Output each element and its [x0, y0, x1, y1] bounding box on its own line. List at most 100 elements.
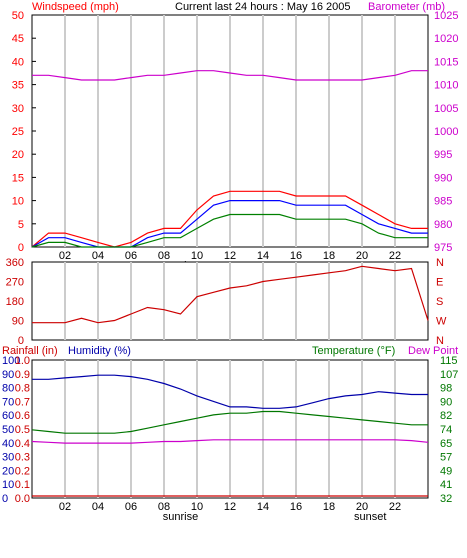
x-tick-label: 12: [224, 250, 236, 262]
windspeed-tick-label: 30: [12, 103, 24, 115]
x-tick-label: 22: [389, 250, 401, 262]
x-tick-label: 14: [257, 501, 269, 513]
wind-baro-series: [31, 70, 428, 248]
compass-tick-label: E: [436, 277, 443, 289]
rainfall-tick-label: 0.7: [15, 396, 30, 408]
temperature-tick-label: 41: [440, 479, 452, 491]
temperature-tick-label: 65: [440, 438, 452, 450]
barometer-tick-label: 1025: [434, 10, 458, 22]
humidity-tick-label: 40: [2, 438, 14, 450]
x-tick-label: 20: [356, 501, 368, 513]
windspeed-tick-label: 10: [12, 196, 24, 208]
x-tick-label: 06: [125, 250, 137, 262]
rainfall-tick-label: 0.1: [15, 479, 30, 491]
x-tick-label: 16: [290, 250, 302, 262]
windspeed-tick-label: 15: [12, 172, 24, 184]
wind-direction-grid: [64, 262, 396, 340]
rainfall-axis-title: Rainfall (in): [2, 345, 58, 357]
wind-direction-series: [32, 265, 429, 324]
x-tick-label: 06: [125, 501, 137, 513]
x-tick-label: 18: [323, 501, 335, 513]
temperature-line: [31, 410, 428, 434]
x-tick-label: 18: [323, 250, 335, 262]
temperature-tick-label: 107: [440, 369, 458, 381]
humidity-tick-label: 30: [2, 452, 14, 464]
average-line: [31, 213, 428, 248]
temperature-tick-label: 32: [440, 493, 452, 505]
humidity-line: [32, 374, 428, 409]
direction-tick-label: 360: [6, 257, 24, 269]
windspeed-tick-label: 50: [12, 10, 24, 22]
humidity-tick-label: 60: [2, 410, 14, 422]
barometer-line: [32, 70, 428, 81]
temperature-tick-label: 82: [440, 410, 452, 422]
rainfall-tick-label: 0.9: [15, 369, 30, 381]
windspeed-tick-label: 20: [12, 149, 24, 161]
barometer-axis-title: Barometer (mb): [368, 1, 445, 13]
compass-tick-label: S: [436, 296, 443, 308]
windspeed-line: [31, 190, 428, 248]
dewpoint-axis-title: Dew Point: [408, 345, 458, 357]
direction-tick-label: 180: [6, 296, 24, 308]
x-tick-label: 04: [92, 250, 104, 262]
x-tick-label: 02: [59, 501, 71, 513]
windspeed-tick-label: 25: [12, 126, 24, 138]
x-tick-label: 16: [290, 501, 302, 513]
windspeed-tick-label: 0: [18, 242, 24, 254]
wind-direction-line: [32, 265, 429, 324]
x-tick-label: 12: [224, 501, 236, 513]
windspeed-tick-label: 40: [12, 56, 24, 68]
barometer-tick-label: 995: [434, 149, 452, 161]
rainfall-tick-label: 0.2: [15, 465, 30, 477]
x-tick-label: 20: [356, 250, 368, 262]
barometer-tick-label: 1010: [434, 80, 458, 92]
humidity-tick-label: 50: [2, 424, 14, 436]
temperature-tick-label: 74: [440, 424, 452, 436]
sunset-label: sunset: [354, 511, 386, 523]
x-tick-label: 08: [158, 501, 170, 513]
humidity-tick-label: 90: [2, 369, 14, 381]
barometer-tick-label: 975: [434, 242, 452, 254]
compass-tick-label: N: [436, 257, 444, 269]
direction-tick-label: 270: [6, 277, 24, 289]
x-tick-label: 10: [191, 501, 203, 513]
temperature-tick-label: 57: [440, 452, 452, 464]
temperature-tick-label: 49: [440, 465, 452, 477]
rainfall-tick-label: 0.3: [15, 452, 30, 464]
x-tick-label: 10: [191, 250, 203, 262]
rainfall-tick-label: 1.0: [15, 355, 30, 367]
windspeed-tick-label: 35: [12, 80, 24, 92]
barometer-tick-label: 1020: [434, 33, 458, 45]
compass-tick-label: N: [436, 335, 444, 347]
sunrise-label: sunrise: [163, 511, 198, 523]
x-tick-label: 04: [92, 501, 104, 513]
humidity-tick-label: 10: [2, 479, 14, 491]
humidity-tick-label: 0: [2, 493, 8, 505]
humidity-tick-label: 20: [2, 465, 14, 477]
rainfall-tick-label: 0.5: [15, 424, 30, 436]
x-tick-label: 02: [59, 250, 71, 262]
direction-tick-label: 90: [12, 316, 24, 328]
windspeed-axis-title: Windspeed (mph): [32, 1, 119, 13]
barometer-tick-label: 1000: [434, 126, 458, 138]
temperature-axis-title: Temperature (°F): [312, 345, 395, 357]
barometer-tick-label: 985: [434, 196, 452, 208]
barometer-tick-label: 990: [434, 172, 452, 184]
temperature-tick-label: 115: [440, 355, 458, 367]
chart-title: Current last 24 hours : May 16 2005: [175, 1, 350, 13]
dew-point-line: [31, 439, 429, 444]
wind-baro-grid: [32, 14, 396, 248]
x-tick-label: 14: [257, 250, 269, 262]
humidity-tick-label: 80: [2, 383, 14, 395]
barometer-tick-label: 980: [434, 219, 452, 231]
direction-tick-label: 0: [18, 335, 24, 347]
temp-humidity-series: [31, 374, 429, 497]
x-tick-label: 22: [389, 501, 401, 513]
windspeed-tick-label: 45: [12, 33, 24, 45]
rainfall-tick-label: 0.6: [15, 410, 30, 422]
x-tick-label: 08: [158, 250, 170, 262]
